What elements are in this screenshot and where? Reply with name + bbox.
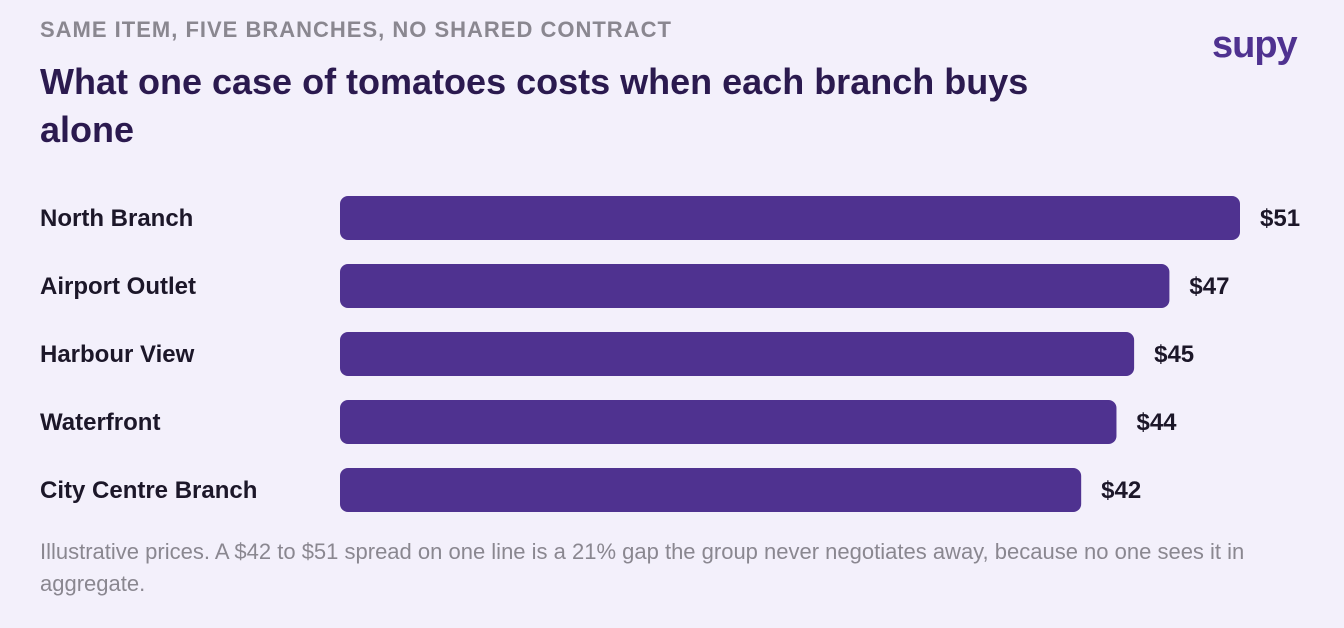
supy-logo: supy	[1212, 24, 1298, 66]
value-label: $47	[1189, 273, 1229, 300]
bar	[340, 332, 1135, 376]
category-label: Waterfront	[40, 409, 160, 436]
chart-title: What one case of tomatoes costs when eac…	[40, 61, 1029, 150]
value-label: $45	[1154, 341, 1194, 368]
bar	[340, 400, 1117, 444]
category-label: Airport Outlet	[40, 273, 196, 300]
bar	[340, 196, 1240, 240]
value-label: $42	[1101, 477, 1141, 504]
category-label: Harbour View	[40, 341, 195, 368]
footnote: Illustrative prices. A $42 to $51 spread…	[40, 539, 1245, 596]
value-label: $51	[1260, 205, 1300, 232]
chart-eyebrow: SAME ITEM, FIVE BRANCHES, NO SHARED CONT…	[40, 17, 672, 42]
bar	[340, 264, 1170, 308]
category-label: City Centre Branch	[40, 477, 257, 504]
bar	[340, 468, 1082, 512]
category-label: North Branch	[40, 205, 193, 232]
value-label: $44	[1136, 409, 1177, 436]
